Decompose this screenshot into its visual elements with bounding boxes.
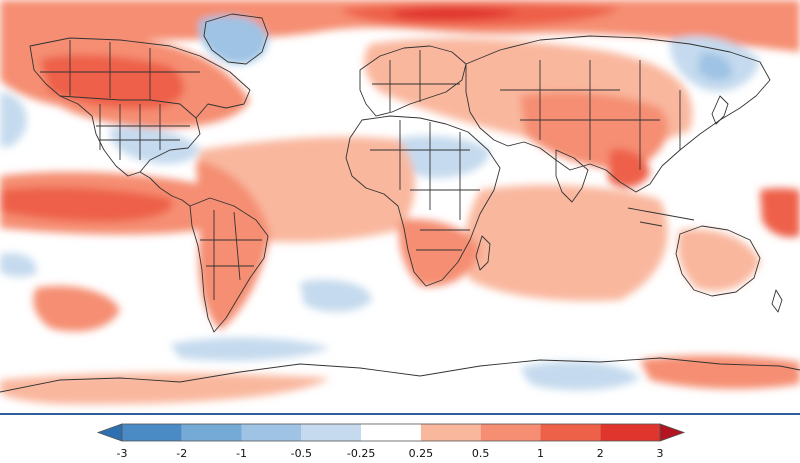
colorbar-bin xyxy=(122,424,182,441)
outline-asia xyxy=(465,35,771,193)
anomaly-right-edge-warm xyxy=(760,188,800,238)
outline-australia xyxy=(675,225,761,297)
separator-line xyxy=(0,413,800,415)
outline-canada-provinces xyxy=(40,40,200,100)
anomaly-sahara xyxy=(391,135,490,179)
anomaly-east-asia-core xyxy=(698,53,733,81)
outline-south-america-borders xyxy=(200,210,262,300)
colorbar-bin xyxy=(600,424,660,441)
colorbar-tick-label: 1 xyxy=(536,447,544,460)
anomaly-south-america xyxy=(196,160,270,330)
colorbar-underflow-arrow xyxy=(96,423,123,442)
anomaly-australia xyxy=(677,229,760,291)
outline-europe xyxy=(359,45,467,117)
colorbar-bin xyxy=(361,424,421,441)
outline-indonesia xyxy=(627,207,695,227)
outline-africa xyxy=(345,115,501,287)
anomaly-west-pacific-cold xyxy=(0,252,37,278)
colorbar-tick-label: -2 xyxy=(176,447,188,460)
outline-greenland xyxy=(203,13,269,65)
colorbar-bin xyxy=(241,424,302,441)
colorbar-overflow-arrow xyxy=(659,423,686,442)
outline-europe-borders xyxy=(372,50,460,112)
anomaly-indian-ocean xyxy=(464,185,668,302)
outline-japan xyxy=(711,95,729,125)
anomaly-greenland xyxy=(199,15,268,65)
outline-new-zealand xyxy=(771,289,783,313)
anomaly-canada-strong xyxy=(40,54,184,110)
anomaly-south-pacific-cold xyxy=(300,279,372,312)
colorbar-tick-label: 0.25 xyxy=(408,447,434,460)
anomaly-field xyxy=(0,0,800,405)
outline-central-america xyxy=(139,171,191,207)
anomaly-antarctic-east-warm xyxy=(640,355,800,389)
outline-south-america xyxy=(189,197,269,333)
colorbar-tick-label: -3 xyxy=(116,447,128,460)
outline-north-america xyxy=(29,37,251,177)
outline-asia-borders xyxy=(500,60,681,170)
colorbar-tick-label: -1 xyxy=(236,447,248,460)
colorbar-tick-label: -0.25 xyxy=(346,447,376,460)
anomaly-ne-pacific xyxy=(0,92,27,148)
colorbar-legend: -3 -2 -1 -0.5 -0.25 0.25 0.5 1 2 3 xyxy=(0,420,800,463)
world-map xyxy=(0,0,800,405)
outline-madagascar xyxy=(475,235,491,271)
outline-africa-borders xyxy=(370,120,480,251)
anomaly-southern-africa xyxy=(398,219,480,287)
anomaly-tropical-pacific-core xyxy=(0,187,173,222)
anomaly-antarctic-cold xyxy=(520,361,640,391)
anomaly-se-asia-strong xyxy=(608,149,650,188)
outline-india xyxy=(555,149,589,203)
anomaly-se-usa xyxy=(109,126,200,164)
anomaly-antarctic-warm xyxy=(0,373,330,405)
colorbar-bin xyxy=(540,424,601,441)
colorbar xyxy=(96,423,686,442)
anomaly-southern-ocean-cold xyxy=(170,337,330,361)
outline-antarctica xyxy=(0,357,800,393)
colorbar-bin xyxy=(301,424,362,441)
anomaly-siberia-core xyxy=(390,7,520,20)
colorbar-tick-label: -0.5 xyxy=(290,447,313,460)
anomaly-south-pacific-warm xyxy=(33,286,120,332)
colorbar-tick-label: 2 xyxy=(596,447,604,460)
colorbar-bin xyxy=(480,424,541,441)
colorbar-outline xyxy=(121,423,661,442)
colorbar-bin xyxy=(420,424,481,441)
outline-us-canada-border xyxy=(59,95,197,119)
colorbar-tick-label: 0.5 xyxy=(471,447,490,460)
country-borders xyxy=(0,13,800,393)
colorbar-bin xyxy=(181,424,242,441)
outline-us-states xyxy=(96,104,190,160)
colorbar-tick-label: 3 xyxy=(656,447,664,460)
